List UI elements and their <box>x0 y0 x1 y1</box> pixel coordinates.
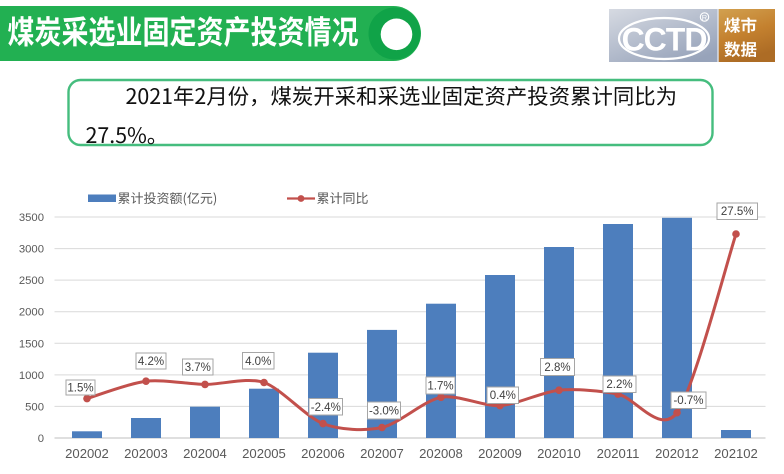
svg-text:0.4%: 0.4% <box>490 390 516 402</box>
svg-text:202006: 202006 <box>301 446 345 461</box>
svg-text:202007: 202007 <box>360 446 404 461</box>
svg-text:202102: 202102 <box>714 446 758 461</box>
svg-text:202004: 202004 <box>183 446 227 461</box>
svg-text:202010: 202010 <box>537 446 581 461</box>
svg-text:4.2%: 4.2% <box>138 356 164 368</box>
svg-text:-0.7%: -0.7% <box>673 395 703 407</box>
svg-text:3500: 3500 <box>19 212 44 224</box>
svg-text:27.5%: 27.5% <box>721 206 754 218</box>
svg-text:202008: 202008 <box>419 446 463 461</box>
svg-text:3000: 3000 <box>19 244 44 256</box>
svg-text:500: 500 <box>25 401 44 413</box>
svg-text:2.8%: 2.8% <box>544 362 570 374</box>
svg-text:-3.0%: -3.0% <box>369 406 399 418</box>
svg-text:202003: 202003 <box>124 446 168 461</box>
svg-text:0: 0 <box>38 433 44 445</box>
svg-text:4.0%: 4.0% <box>245 356 271 368</box>
svg-text:202011: 202011 <box>597 446 640 461</box>
svg-text:202012: 202012 <box>655 446 699 461</box>
svg-text:1.5%: 1.5% <box>67 383 93 395</box>
svg-text:1000: 1000 <box>19 370 44 382</box>
svg-text:2.2%: 2.2% <box>606 379 632 391</box>
svg-text:2000: 2000 <box>19 307 44 319</box>
svg-text:CCTD: CCTD <box>622 22 707 58</box>
svg-text:202005: 202005 <box>242 446 286 461</box>
svg-text:3.7%: 3.7% <box>185 362 211 374</box>
svg-text:1.7%: 1.7% <box>427 381 453 393</box>
svg-text:1500: 1500 <box>19 338 44 350</box>
svg-text:202009: 202009 <box>478 446 522 461</box>
svg-text:202002: 202002 <box>65 446 109 461</box>
svg-text:R: R <box>702 13 708 22</box>
svg-text:2500: 2500 <box>19 275 44 287</box>
svg-text:-2.4%: -2.4% <box>311 402 341 414</box>
